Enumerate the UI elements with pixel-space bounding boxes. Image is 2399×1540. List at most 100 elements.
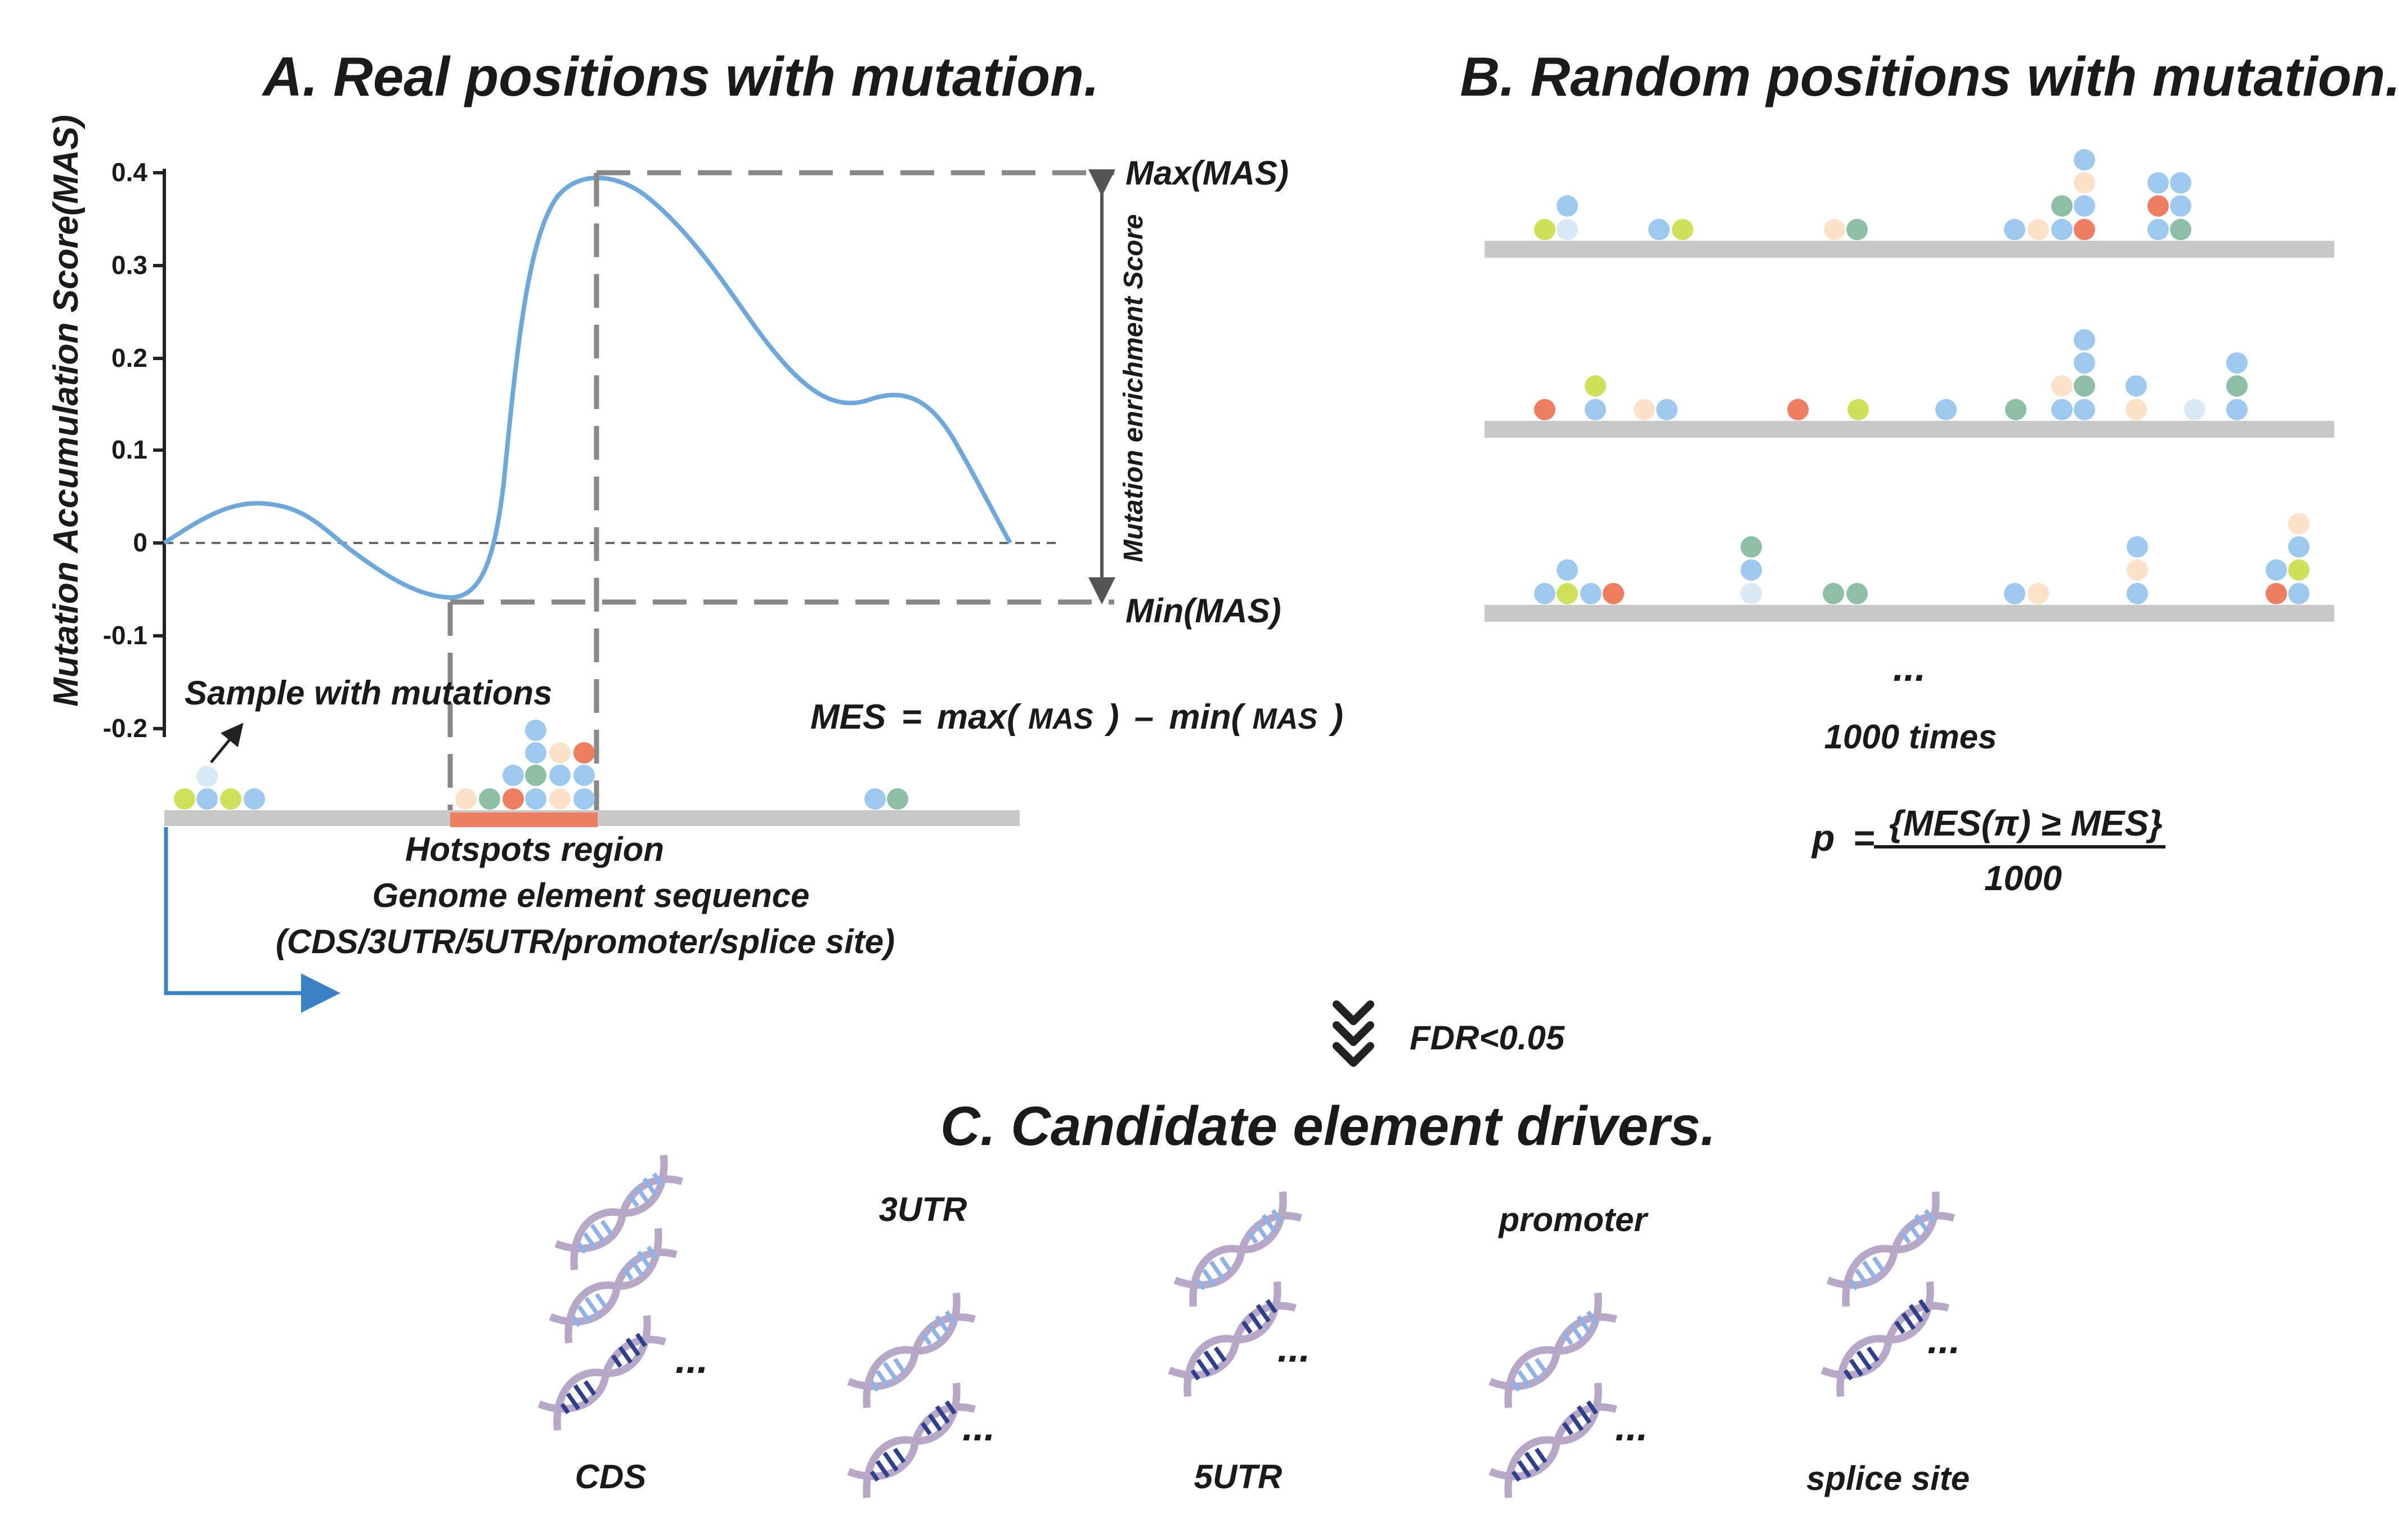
mutation-dot — [2074, 149, 2095, 170]
panel-a: A. Real positions with mutation. 0.4 0.3… — [47, 46, 1343, 1013]
p-formula-numerator: {MES(π) ≥ MES} — [1889, 803, 2163, 843]
mutation-dot — [2051, 195, 2073, 217]
dna-helix-icon — [554, 1155, 683, 1270]
mutation-dot — [1741, 559, 1762, 581]
mas-curve — [163, 176, 1012, 600]
element-label-cds: CDS — [575, 1458, 647, 1496]
mutation-dot — [1741, 536, 1762, 558]
mutation-dot — [2170, 219, 2191, 240]
random-track-2-dots — [1534, 329, 2248, 420]
mutation-dot — [2127, 559, 2148, 581]
dna-helix-icon — [1173, 1191, 1302, 1307]
mutation-dot — [1585, 399, 1606, 420]
mutation-dot — [455, 788, 477, 810]
element-ellipsis: ... — [962, 1405, 995, 1449]
element-5utr: ... 5UTR — [1168, 1191, 1310, 1496]
mutation-dot — [1534, 583, 1555, 604]
panel-c: C. Candidate element drivers. — [537, 1095, 1970, 1498]
element-ellipsis: ... — [1277, 1326, 1310, 1370]
y-tick-label: 0 — [133, 528, 147, 557]
mutation-dot — [1634, 399, 1655, 420]
random-track-1-dots — [1534, 149, 2191, 240]
mutation-dot — [1557, 559, 1578, 581]
mutation-dot — [2147, 219, 2169, 240]
mutation-dot — [2288, 513, 2310, 535]
dna-helix-icon — [1826, 1191, 1955, 1307]
chevron-down-icon — [1333, 1000, 1374, 1025]
mutation-dot — [2051, 219, 2073, 240]
mutation-dot — [2288, 536, 2310, 558]
element-ellipsis: ... — [675, 1337, 708, 1381]
mutation-dot — [549, 742, 571, 764]
mutation-dot — [573, 742, 595, 764]
mutation-dot — [2074, 219, 2095, 240]
hotspot-bar — [450, 812, 598, 827]
mutation-dot — [2226, 399, 2248, 420]
ellipsis: ... — [1893, 645, 1926, 689]
mutation-dot — [2074, 195, 2095, 217]
element-cds: ... CDS — [537, 1155, 708, 1496]
enrichment-label: Mutation enrichment Score — [1119, 214, 1149, 563]
mutation-dot — [2028, 583, 2049, 604]
mutation-dot — [864, 788, 886, 810]
mutation-dot — [174, 788, 195, 810]
mutation-dot — [2126, 375, 2147, 397]
mutation-dot — [1848, 399, 1869, 420]
mutation-dot — [573, 765, 595, 786]
mutation-dot — [2170, 195, 2191, 217]
mutation-dot — [2170, 172, 2191, 194]
y-axis-ticks — [153, 171, 164, 730]
mes-formula: MES = max( MAS ) – min( MAS ) — [810, 698, 1343, 737]
random-track-3 — [1485, 605, 2334, 622]
mutation-dot — [2266, 559, 2287, 581]
mutation-dot — [2051, 399, 2073, 420]
y-tick-label: 0.4 — [111, 158, 147, 187]
mutation-dot — [2226, 375, 2248, 397]
random-track-2 — [1485, 421, 2334, 438]
dna-helix-icon — [549, 1228, 678, 1344]
mutation-dot — [1603, 583, 1624, 604]
mutation-dot — [220, 788, 241, 810]
mutation-dot — [1580, 583, 1602, 604]
panel-b-title: B. Random positions with mutation. — [1460, 46, 2399, 107]
sequence-types-label: (CDS/3UTR/5UTR/promoter/splice site) — [276, 923, 895, 960]
panel-c-title: C. Candidate element drivers. — [940, 1095, 1716, 1157]
mutation-dot — [2127, 583, 2148, 604]
panel-a-mutation-dots — [174, 720, 908, 810]
mutation-dot — [2005, 399, 2026, 420]
mutation-dot — [1648, 219, 1670, 240]
mutation-dot — [503, 765, 524, 786]
mutation-dot — [525, 765, 546, 786]
mutation-dot — [2074, 375, 2095, 397]
mutation-dot — [1846, 583, 1868, 604]
y-axis-label: Mutation Accumulation Score(MAS) — [47, 115, 86, 707]
max-mas-label: Max(MAS) — [1125, 154, 1289, 192]
element-label-splice-site: splice site — [1806, 1460, 1970, 1497]
mutation-dot — [2288, 583, 2310, 604]
mutation-dot — [244, 788, 265, 810]
mutation-dot — [1846, 219, 1868, 240]
sequence-label: Genome element sequence — [373, 877, 810, 914]
mutation-dot — [887, 788, 908, 810]
mutation-dot — [1557, 219, 1578, 240]
mutation-dot — [1534, 219, 1555, 240]
dna-helix-icon — [1488, 1292, 1617, 1408]
element-label-5utr: 5UTR — [1194, 1458, 1283, 1496]
random-track-3-dots — [1534, 513, 2310, 604]
element-3utr: 3UTR ... — [847, 1191, 995, 1498]
mutation-dot — [2074, 172, 2095, 194]
mutation-dot — [503, 788, 524, 810]
mutation-dot — [2288, 559, 2310, 581]
panel-b: B. Random positions with mutation. — [1460, 46, 2399, 898]
p-formula-lhs: p = — [1811, 817, 1875, 859]
mutation-dot — [196, 788, 218, 810]
random-track-1 — [1485, 241, 2334, 258]
mutation-dot — [2147, 172, 2169, 194]
mutation-dot — [1672, 219, 1693, 240]
sample-label: Sample with mutations — [185, 674, 552, 712]
mutation-dot — [1741, 583, 1762, 604]
element-label-promoter: promoter — [1497, 1201, 1649, 1238]
y-tick-label: 0.3 — [111, 250, 147, 280]
element-promoter: promoter ... — [1488, 1201, 1649, 1498]
chevron-down-icon — [1333, 1021, 1374, 1046]
